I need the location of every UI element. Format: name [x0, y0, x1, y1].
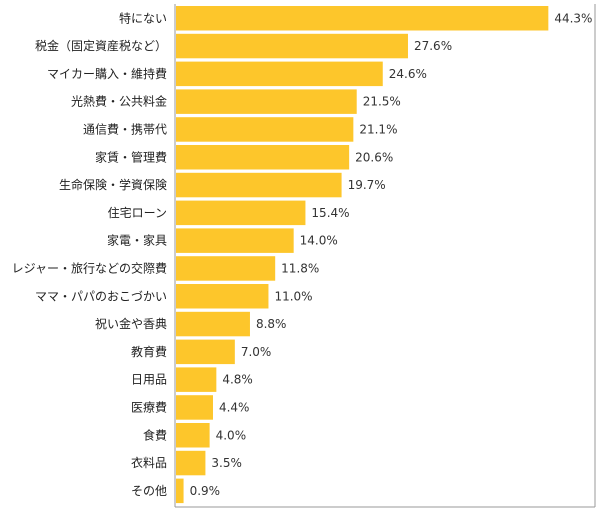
- bar: [176, 61, 383, 87]
- bar: [176, 6, 549, 31]
- bar: [176, 200, 306, 226]
- chart-frame: [174, 4, 596, 508]
- value-label: 15.4%: [311, 206, 349, 220]
- category-label: 日用品: [131, 373, 167, 387]
- value-label: 11.8%: [281, 261, 319, 275]
- value-label: 14.0%: [300, 234, 338, 248]
- value-label: 3.5%: [211, 456, 242, 470]
- bar: [176, 228, 294, 253]
- value-labels-group: 44.3% 27.6% 24.6% 21.5% 21.1% 20.6% 19.7% 15.4%…: [190, 11, 593, 498]
- bar: [176, 339, 235, 365]
- value-label: 21.5%: [363, 95, 401, 109]
- category-label: 家電・家具: [107, 233, 167, 248]
- category-label: 税金（固定資産税など）: [35, 38, 167, 53]
- value-label: 27.6%: [414, 39, 452, 53]
- category-label: その他: [131, 484, 167, 498]
- bar: [176, 450, 206, 476]
- value-label: 4.4%: [219, 400, 250, 414]
- category-label: ママ・パパのおこづかい: [35, 289, 167, 303]
- bar: [176, 311, 250, 337]
- category-label: 教育費: [131, 344, 167, 359]
- value-label: 0.9%: [190, 484, 221, 498]
- bar: [176, 117, 354, 142]
- value-label: 7.0%: [241, 345, 272, 359]
- category-label: 生命保険・学資保険: [59, 177, 167, 192]
- category-label: 特にない: [119, 10, 167, 25]
- bar: [176, 284, 269, 309]
- bar: [176, 89, 357, 114]
- category-label: 食費: [143, 427, 167, 442]
- value-label: 4.8%: [222, 373, 253, 387]
- value-label: 19.7%: [348, 178, 386, 192]
- bar: [176, 33, 408, 59]
- value-label: 24.6%: [389, 67, 427, 81]
- bar: [176, 395, 213, 420]
- category-label: 住宅ローン: [108, 205, 167, 220]
- category-label: 光熱費・公共料金: [71, 94, 167, 109]
- category-label: 医療費: [131, 399, 167, 414]
- category-label: レジャー・旅行などの交際費: [12, 260, 167, 275]
- bar: [176, 256, 276, 281]
- bar: [176, 423, 210, 448]
- category-label: マイカー購入・維持費: [47, 66, 167, 81]
- category-label: 祝い金や香典: [95, 316, 167, 331]
- category-label: 家賃・管理費: [95, 149, 167, 164]
- category-label: 衣料品: [131, 455, 167, 470]
- category-label: 通信費・携帯代: [83, 121, 167, 136]
- value-label: 21.1%: [359, 122, 397, 136]
- bar: [176, 145, 350, 170]
- value-label: 44.3%: [554, 11, 592, 25]
- bar: [176, 478, 184, 504]
- value-label: 4.0%: [216, 428, 247, 442]
- bar: [176, 367, 217, 392]
- value-label: 8.8%: [256, 317, 286, 331]
- bars-group: [176, 6, 549, 504]
- bar: [176, 172, 342, 198]
- value-label: 11.0%: [274, 289, 312, 303]
- value-label: 20.6%: [355, 150, 393, 164]
